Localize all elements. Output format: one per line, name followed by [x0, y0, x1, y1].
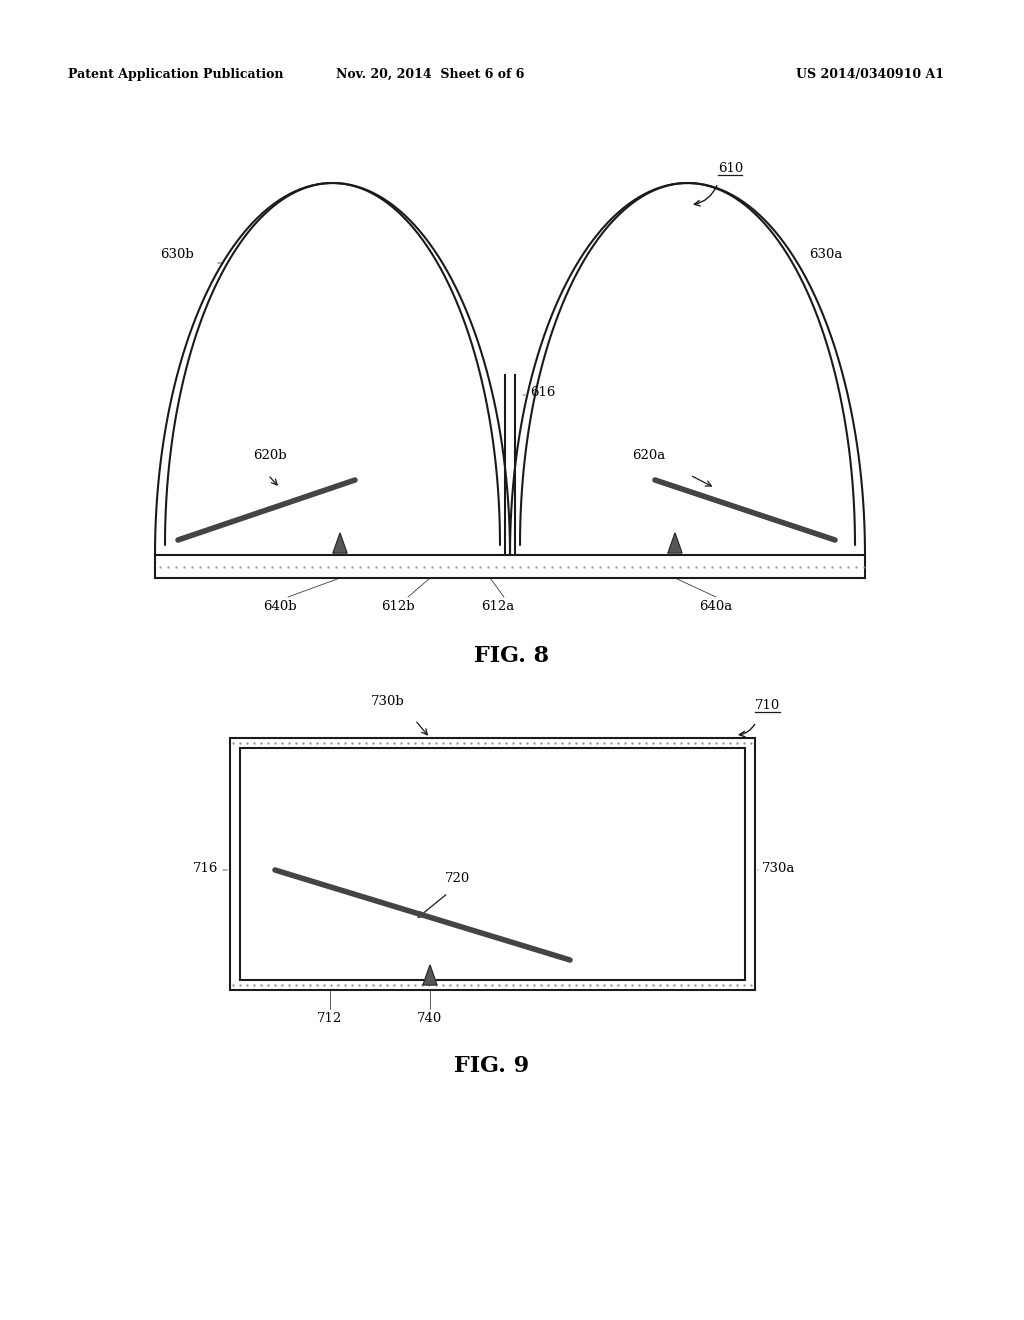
Bar	[230, 738, 755, 990]
Text: 730a: 730a	[762, 862, 796, 874]
Text: Nov. 20, 2014  Sheet 6 of 6: Nov. 20, 2014 Sheet 6 of 6	[336, 69, 524, 81]
Polygon shape	[333, 533, 347, 553]
Text: FIG. 8: FIG. 8	[474, 645, 550, 667]
Text: 620b: 620b	[253, 449, 287, 462]
Text: 612b: 612b	[381, 601, 415, 612]
Text: 610: 610	[718, 162, 743, 176]
Text: 620a: 620a	[632, 449, 666, 462]
Text: 640b: 640b	[263, 601, 297, 612]
Text: 720: 720	[445, 873, 470, 884]
Text: 740: 740	[418, 1012, 442, 1026]
Polygon shape	[423, 965, 437, 985]
Text: US 2014/0340910 A1: US 2014/0340910 A1	[796, 69, 944, 81]
Text: 640a: 640a	[699, 601, 732, 612]
Text: 630a: 630a	[809, 248, 842, 261]
Text: 630b: 630b	[160, 248, 194, 261]
Text: 716: 716	[193, 862, 218, 874]
Text: Patent Application Publication: Patent Application Publication	[68, 69, 284, 81]
Bar	[240, 748, 745, 979]
Text: 616: 616	[530, 385, 555, 399]
Text: FIG. 9: FIG. 9	[455, 1055, 529, 1077]
Polygon shape	[668, 533, 682, 553]
Text: 612a: 612a	[481, 601, 515, 612]
Text: 730b: 730b	[371, 696, 404, 708]
Text: 712: 712	[317, 1012, 343, 1026]
Text: 710: 710	[755, 700, 780, 711]
